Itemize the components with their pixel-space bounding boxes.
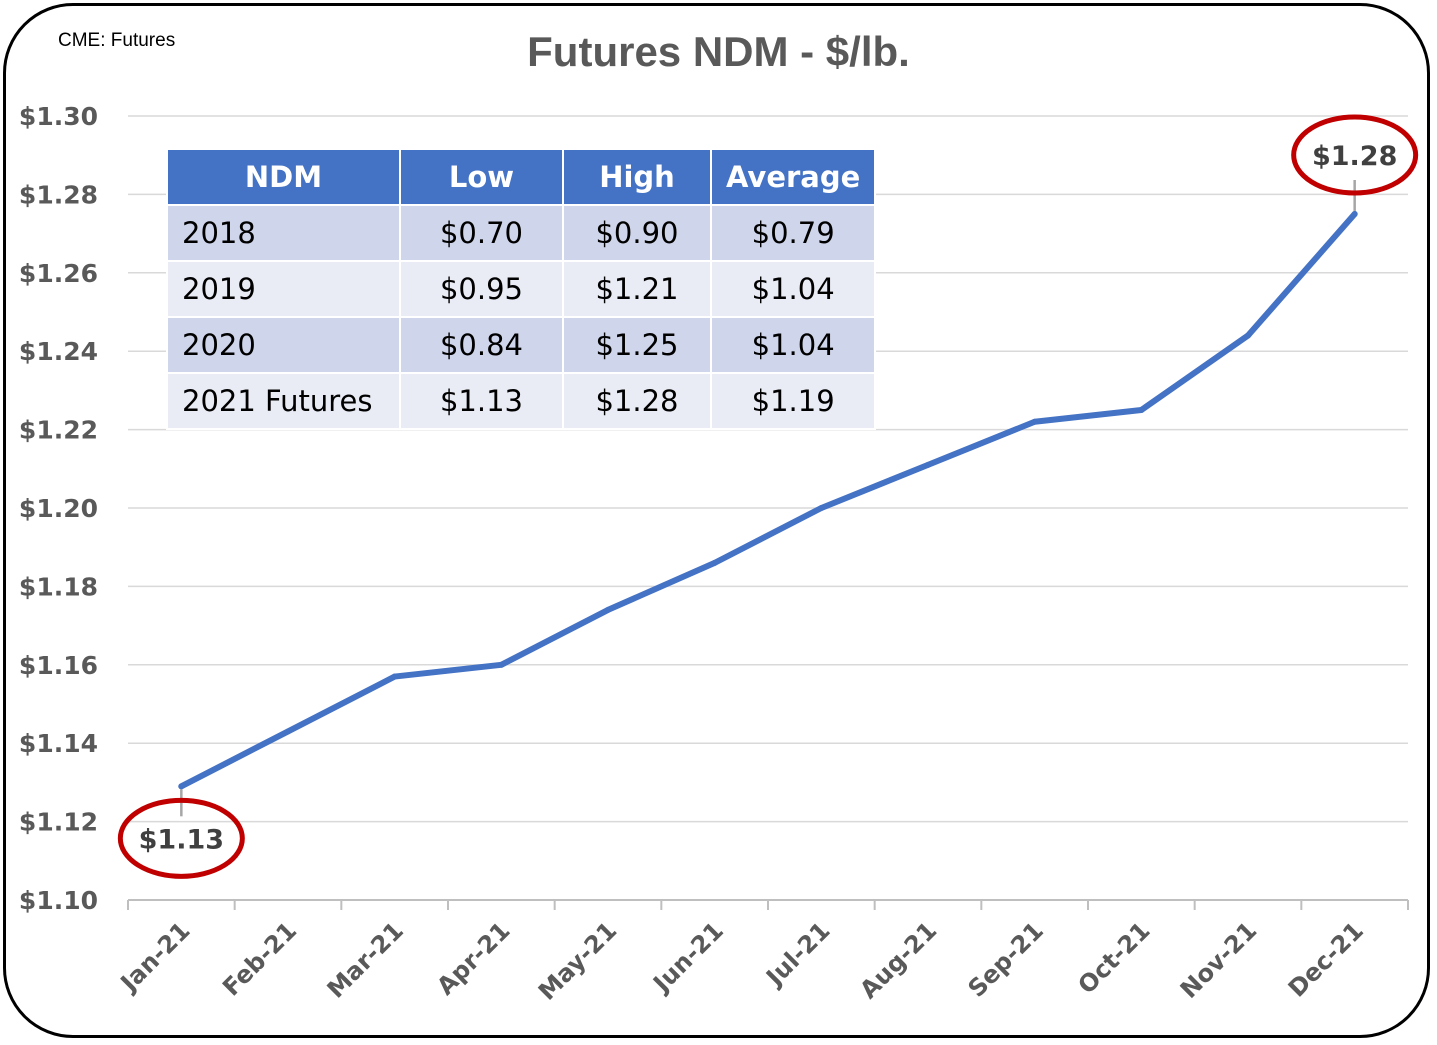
- table-row: 2020 $0.84 $1.25 $1.04: [166, 316, 877, 374]
- y-tick-label: $1.14: [19, 729, 98, 758]
- x-tick-label: May-21: [533, 916, 622, 1005]
- table-cell: $0.95: [399, 260, 564, 318]
- table-cell: 2019: [166, 260, 401, 318]
- x-tick-labels: Jan-21 Feb-21 Mar-21 Apr-21 May-21 Jun-21 Jul-…: [114, 916, 1369, 1005]
- data-point: [285, 728, 291, 735]
- y-tick-label: $1.22: [19, 416, 98, 445]
- x-tick-label: Jun-21: [647, 916, 729, 998]
- table-row: 2021 Futures $1.13 $1.28 $1.19: [166, 372, 877, 430]
- y-tick-label: $1.16: [19, 651, 98, 680]
- x-tick-label: Oct-21: [1073, 916, 1156, 999]
- data-label: $1.13: [139, 824, 224, 855]
- table-cell: $1.25: [562, 316, 712, 374]
- table-cell: 2021 Futures: [166, 372, 401, 430]
- data-point: [605, 606, 611, 613]
- table-cell: $1.19: [709, 372, 877, 430]
- x-tick-label: Aug-21: [854, 916, 942, 1004]
- x-tick-label: Jan-21: [114, 916, 196, 998]
- x-tick-label: Nov-21: [1175, 916, 1262, 1003]
- table-header-cell: NDM: [166, 148, 401, 206]
- table-row: 2019 $0.95 $1.21 $1.04: [166, 260, 877, 318]
- x-tick-label: Mar-21: [322, 916, 409, 1003]
- y-tick-label: $1.24: [19, 337, 98, 366]
- chart-title: Futures NDM - $/lb.: [527, 28, 910, 75]
- y-tick-label: $1.18: [19, 572, 98, 601]
- data-label-annotations: $1.13$1.28: [117, 114, 1419, 879]
- table-header-cell: Low: [399, 148, 564, 206]
- x-tick-label: Jul-21: [759, 916, 835, 992]
- table-cell: $0.70: [399, 204, 564, 262]
- axes: [127, 899, 1409, 910]
- summary-table: NDM Low High Average 2018 $0.70 $0.90 $0…: [166, 148, 877, 430]
- table-header-row: NDM Low High Average: [166, 148, 877, 206]
- y-tick-label: $1.30: [19, 102, 98, 131]
- y-tick-label: $1.10: [19, 886, 98, 915]
- data-point: [1138, 407, 1145, 413]
- table-cell: $0.90: [562, 204, 712, 262]
- series-line: [178, 211, 1358, 790]
- highlight-ellipse: [1291, 114, 1419, 196]
- y-tick-label: $1.12: [19, 808, 98, 837]
- data-point: [498, 661, 505, 668]
- source-note: CME: Futures: [58, 30, 176, 51]
- x-tick-label: Feb-21: [217, 916, 302, 1001]
- table-header-cell: High: [562, 148, 712, 206]
- table-row: 2018 $0.70 $0.90 $0.79: [166, 204, 877, 262]
- y-tick-labels: $1.10 $1.12 $1.14 $1.16 $1.18 $1.20 $1.22 $1.24…: [19, 102, 98, 915]
- table-cell: $0.79: [709, 204, 877, 262]
- table-header-cell: Average: [709, 148, 877, 206]
- data-point: [711, 559, 718, 566]
- series-line-group: [178, 211, 1358, 790]
- x-tick-label: Sep-21: [963, 916, 1049, 1002]
- data-point: [1031, 418, 1038, 425]
- data-point: [818, 505, 825, 511]
- highlight-ellipse: [117, 797, 245, 879]
- data-point: [178, 783, 185, 790]
- data-label: $1.28: [1312, 141, 1397, 172]
- table-cell: $1.21: [562, 260, 712, 318]
- table-cell: $1.04: [709, 316, 877, 374]
- y-tick-label: $1.28: [19, 180, 98, 209]
- table-cell: $0.84: [399, 316, 564, 374]
- table-cell: $1.04: [709, 260, 877, 318]
- table-cell: $1.28: [562, 372, 712, 430]
- x-tick-label: Apr-21: [431, 916, 515, 1000]
- table-cell: 2018: [166, 204, 401, 262]
- x-tick-label: Dec-21: [1283, 916, 1369, 1002]
- data-point: [925, 461, 931, 468]
- y-tick-label: $1.20: [19, 494, 98, 523]
- table-cell: $1.13: [399, 372, 564, 430]
- data-point: [1351, 211, 1358, 217]
- table-cell: 2020: [166, 316, 401, 374]
- y-tick-label: $1.26: [19, 259, 98, 288]
- data-point: [1245, 332, 1251, 339]
- data-point: [391, 673, 398, 680]
